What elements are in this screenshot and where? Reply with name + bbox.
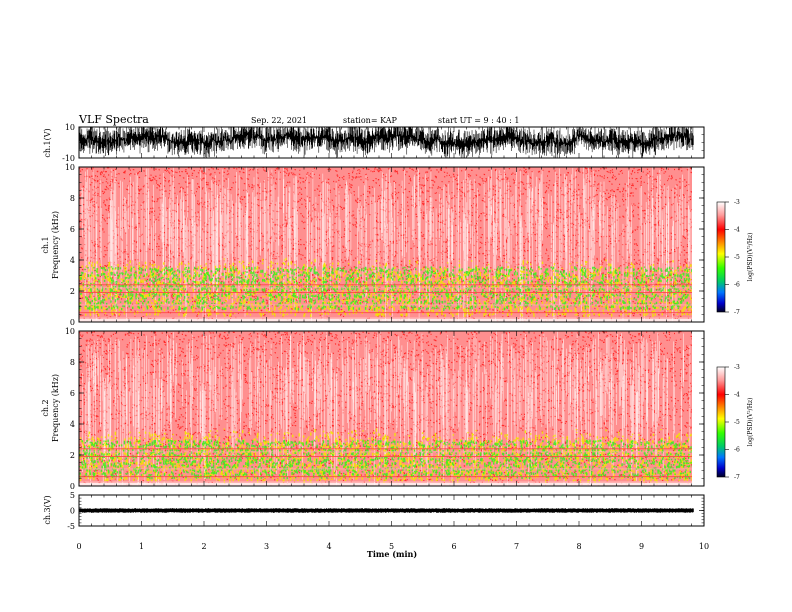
ch2-spectrogram-ytick-label: 2 bbox=[70, 451, 75, 460]
ch3-waveform-ytick-label: -5 bbox=[67, 522, 75, 531]
ch2-spectrogram-panel: 0 2 4 6 8 10 bbox=[65, 327, 705, 491]
ch1-spectrogram-image bbox=[79, 167, 692, 322]
ch2-spectrogram-ytick-label: 10 bbox=[65, 327, 75, 336]
ch2-spectrogram-ytick-label: 6 bbox=[70, 389, 75, 398]
ch2-colorbar-tick-label: -6 bbox=[734, 447, 740, 454]
ch1-spec-ylabel-a: ch.1 bbox=[41, 236, 50, 253]
ch1-colorbar-label: log(PSD)(V²/Hz) bbox=[747, 233, 754, 282]
ch3-waveform-line bbox=[78, 508, 694, 513]
x-tick-label: 1 bbox=[139, 542, 144, 551]
ch2-spectrogram-image bbox=[79, 331, 692, 486]
ch2-spectrogram-ytick-label: 0 bbox=[70, 482, 75, 491]
figure-title: VLF Spectra bbox=[78, 113, 149, 126]
x-tick-label: 4 bbox=[326, 542, 331, 551]
ch1-spectrogram-green-band bbox=[79, 266, 692, 311]
x-tick-label: 0 bbox=[76, 542, 81, 551]
x-tick-label: 5 bbox=[389, 542, 394, 551]
x-tick-label: 6 bbox=[451, 542, 456, 551]
ch1-waveform-ytick-label: 10 bbox=[65, 123, 75, 132]
ch1-spectrogram-ytick-label: 6 bbox=[70, 225, 75, 234]
x-tick-label: 9 bbox=[639, 542, 644, 551]
ch1-spectrogram-ytick-label: 2 bbox=[70, 287, 75, 296]
ch2-spec-ylabel-a: ch.2 bbox=[41, 399, 50, 416]
ch1-spectrogram-panel: 0 2 4 6 8 10 bbox=[65, 163, 705, 327]
ch1-spectrogram-ytick-label: 0 bbox=[70, 318, 75, 327]
ch2-colorbar-tick-label: -7 bbox=[734, 474, 740, 481]
ch2-colorbar-label: log(PSD)(V²/Hz) bbox=[747, 398, 754, 447]
ch2-spectrogram-bottom-band bbox=[79, 482, 692, 486]
ch2-colorbar-tick-label: -4 bbox=[734, 392, 740, 399]
x-tick-label: 3 bbox=[264, 542, 269, 551]
ch3-waveform-ytick-label: 0 bbox=[70, 507, 75, 516]
ch2-colorbar: -3 -4 -5 -6 -7 log(PSD)(V²/Hz) bbox=[716, 364, 754, 481]
ch3-waveform-panel: 5 0 -5 bbox=[67, 491, 705, 531]
ch1-spectrogram-ytick-label: 4 bbox=[70, 256, 75, 265]
ch1-colorbar-tick-label: -5 bbox=[734, 254, 740, 261]
ch1-waveform-panel: 10 -10 bbox=[62, 123, 705, 163]
ch2-spectrogram-ytick-label: 4 bbox=[70, 420, 75, 429]
ch2-spectrogram-ytick-label: 8 bbox=[70, 358, 75, 367]
ch1-spectrogram-bottom-band bbox=[79, 318, 692, 322]
x-tick-label: 2 bbox=[201, 542, 206, 551]
ch1-spectrogram-white-streaks bbox=[79, 167, 692, 322]
ch2-colorbar-tick-label: -3 bbox=[734, 364, 740, 371]
ch1-colorbar: -3 -4 -5 -6 -7 log(PSD)(V²/Hz) bbox=[716, 199, 754, 316]
ch2-colorbar-tick-label: -5 bbox=[734, 419, 740, 426]
station-label: station= KAP bbox=[343, 116, 398, 125]
ch2-spectrogram-white-streaks bbox=[82, 331, 691, 486]
ch1-spec-ylabel-b: Frequency (kHz) bbox=[51, 211, 60, 279]
ch1-colorbar-tick-label: -7 bbox=[734, 309, 740, 316]
ch1-colorbar-tick-label: -6 bbox=[734, 282, 740, 289]
ch2-colorbar-gradient bbox=[716, 366, 726, 478]
ch1-waveform-ytick-label: -10 bbox=[62, 154, 75, 163]
ch1-waveform-line bbox=[78, 127, 694, 158]
ch1-voltage-ylabel: ch.1(V) bbox=[43, 128, 52, 157]
x-tick-label: 8 bbox=[576, 542, 581, 551]
start-time-label: start UT = 9 : 40 : 1 bbox=[438, 116, 519, 125]
x-tick-label: 10 bbox=[699, 542, 709, 551]
ch1-colorbar-tick-label: -3 bbox=[734, 199, 740, 206]
ch1-colorbar-tick-label: -4 bbox=[734, 227, 740, 234]
ch1-colorbar-gradient bbox=[716, 201, 726, 313]
x-axis-title: Time (min) bbox=[367, 549, 417, 559]
ch2-spectrogram-green-band bbox=[79, 439, 692, 480]
ch3-waveform-ytick-label: 5 bbox=[70, 491, 75, 500]
time-axis: 0 1 2 3 4 5 6 7 8 9 10 bbox=[76, 542, 709, 551]
ch3-voltage-ylabel: ch.3(V) bbox=[43, 495, 52, 524]
x-tick-label: 7 bbox=[514, 542, 519, 551]
ch1-spectrogram-ytick-label: 10 bbox=[65, 163, 75, 172]
date-label: Sep. 22, 2021 bbox=[251, 116, 307, 125]
ch2-spec-ylabel-b: Frequency (kHz) bbox=[51, 374, 60, 442]
ch1-spectrogram-ytick-label: 8 bbox=[70, 194, 75, 203]
